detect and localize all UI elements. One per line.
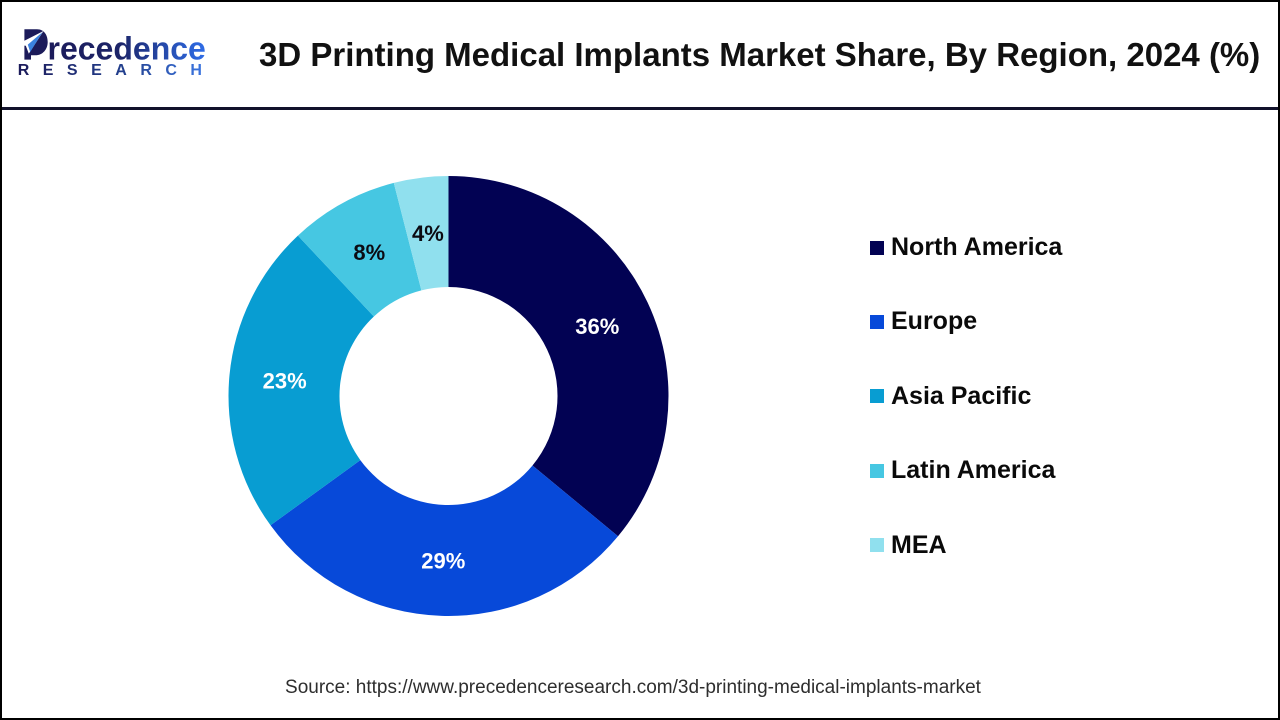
- svg-text:29%: 29%: [421, 548, 465, 573]
- svg-text:8%: 8%: [353, 240, 385, 265]
- svg-text:36%: 36%: [575, 314, 619, 339]
- svg-text:4%: 4%: [412, 221, 444, 246]
- svg-text:23%: 23%: [263, 369, 307, 394]
- svg-text:recedence: recedence: [48, 31, 206, 67]
- svg-text:RESEARCH: RESEARCH: [18, 62, 216, 79]
